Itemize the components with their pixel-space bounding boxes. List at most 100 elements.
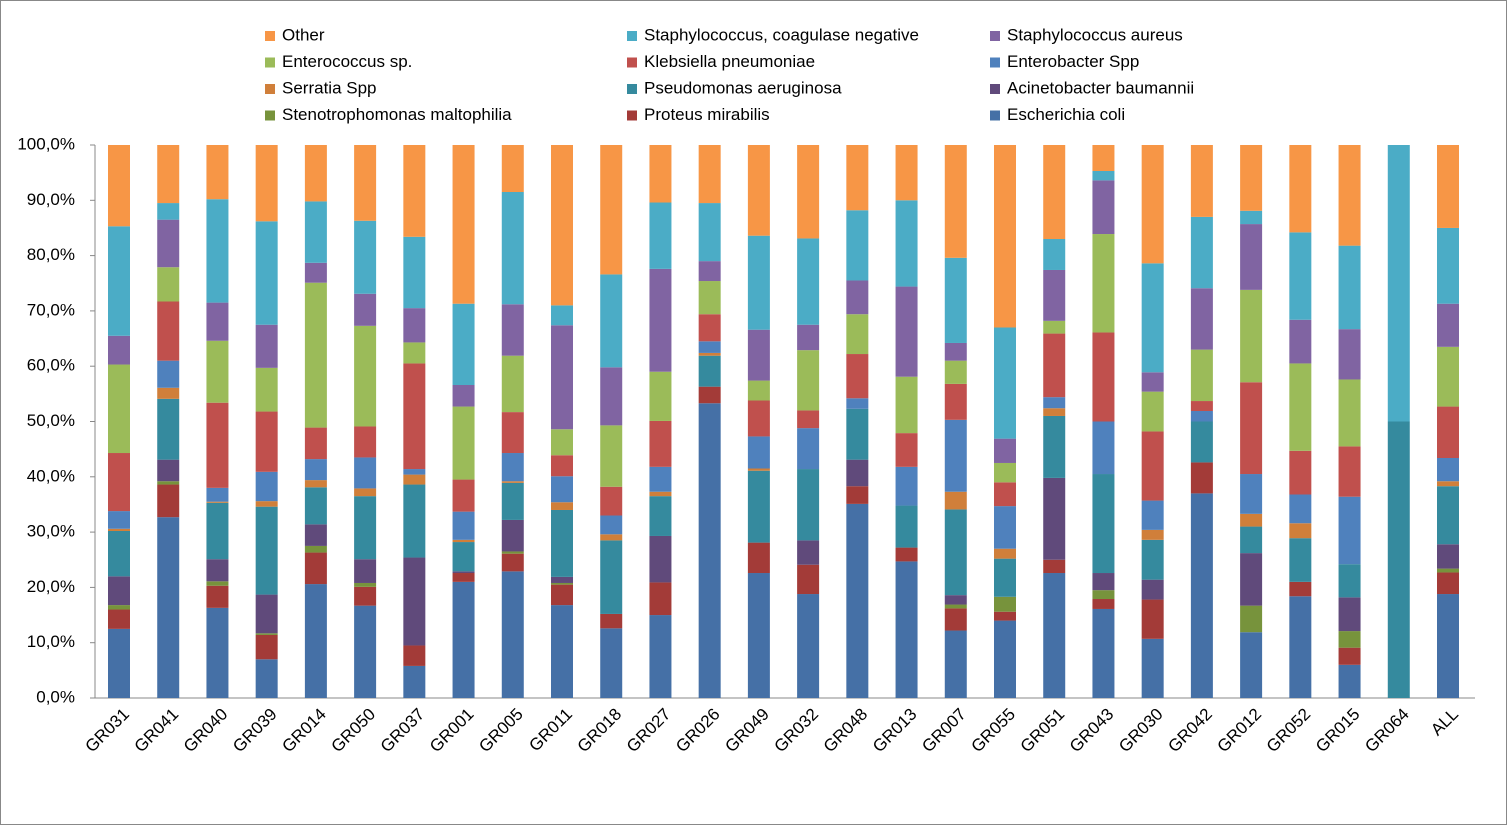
bar-segment <box>1437 406 1459 458</box>
bar-segment <box>108 226 130 336</box>
bar-segment <box>1043 145 1066 240</box>
bar-segment <box>304 584 327 698</box>
bar-segment <box>1092 170 1115 181</box>
bar-segment <box>551 305 573 326</box>
bar-segment <box>649 268 672 372</box>
bar-segment <box>206 487 229 502</box>
bar-segment <box>354 325 377 427</box>
bar-segment <box>747 400 770 437</box>
bar-segment <box>1141 579 1164 600</box>
bar-segment <box>255 471 278 502</box>
bar-segment <box>846 280 869 315</box>
bar-segment <box>501 551 524 554</box>
bar-segment <box>846 459 869 487</box>
bar-segment <box>304 480 327 488</box>
bar-segment <box>1289 319 1312 364</box>
bar-segment <box>108 605 130 610</box>
bar-segment <box>255 634 278 660</box>
bar-segment <box>1190 349 1213 402</box>
bar-segment <box>1437 572 1459 595</box>
bar-segment <box>1289 232 1312 320</box>
bar-segment <box>944 604 967 609</box>
bar-segment <box>797 238 820 325</box>
bar-segment <box>1092 332 1115 422</box>
bar-segment <box>551 476 573 503</box>
bar-segment <box>501 304 524 356</box>
bar-segment <box>797 410 820 429</box>
bar-segment <box>255 221 278 325</box>
y-tick-label: 80,0% <box>27 245 75 264</box>
bar-segment <box>1437 481 1459 487</box>
bar-segment <box>1043 477 1066 560</box>
bar-segment <box>1338 329 1361 380</box>
bar-segment <box>1092 234 1115 333</box>
bar-segment <box>206 145 229 200</box>
bar-segment <box>157 301 180 361</box>
bar-segment <box>108 145 130 227</box>
bar-segment <box>108 453 130 512</box>
bar-segment <box>1190 410 1213 422</box>
bar-segment <box>1289 596 1312 698</box>
bar-segment <box>1240 145 1263 211</box>
bar-segment <box>551 576 573 583</box>
bar-segment <box>304 545 327 553</box>
bar-segment <box>1092 474 1115 574</box>
bar-segment <box>403 484 426 558</box>
bar-segment <box>1190 462 1213 494</box>
bar-segment <box>1240 632 1263 698</box>
bar-segment <box>895 433 918 467</box>
bar-segment <box>1338 631 1361 648</box>
bar-segment <box>403 665 426 698</box>
bar-segment <box>1092 145 1115 171</box>
bar-segment <box>1240 553 1263 606</box>
legend-label: Staphylococcus aureus <box>1007 25 1183 44</box>
bar-segment <box>698 352 721 356</box>
bar-segment <box>551 582 573 585</box>
bar-segment <box>1141 529 1164 540</box>
bar-segment <box>206 402 229 488</box>
bar-segment <box>994 482 1016 507</box>
bar-segment <box>1240 513 1263 527</box>
bar-segment <box>747 235 770 330</box>
legend-label: Proteus mirabilis <box>644 105 770 124</box>
bar-segment <box>846 354 869 399</box>
y-tick-label: 20,0% <box>27 577 75 596</box>
bar-segment <box>600 534 623 541</box>
bar-segment <box>157 203 180 220</box>
bar-segment <box>255 411 278 472</box>
bar-segment <box>1240 382 1263 475</box>
legend-label: Stenotrophomonas maltophilia <box>282 105 512 124</box>
bar-segment <box>1190 421 1213 463</box>
bar-segment <box>354 559 377 583</box>
bar-segment <box>698 341 721 353</box>
legend-label: Staphylococcus, coagulase negative <box>644 25 919 44</box>
bar-segment <box>1043 408 1066 416</box>
y-tick-label: 10,0% <box>27 632 75 651</box>
bar-segment <box>895 466 918 506</box>
bar-segment <box>354 586 377 606</box>
bar-segment <box>1043 333 1066 398</box>
bar-segment <box>1387 145 1410 422</box>
bar-segment <box>1289 523 1312 539</box>
bar-segment <box>747 573 770 698</box>
bar-segment <box>157 517 180 698</box>
bar-segment <box>1289 538 1312 582</box>
bar-segment <box>157 219 180 268</box>
bar-segment <box>304 282 327 428</box>
legend-swatch <box>265 110 275 121</box>
bar-segment <box>157 398 180 460</box>
bar-segment <box>797 145 820 239</box>
bar-segment <box>1092 573 1115 591</box>
bar-segment <box>846 486 869 504</box>
bar-segment <box>1141 145 1164 264</box>
bar-segment <box>108 335 130 365</box>
bar-segment <box>994 611 1016 621</box>
bar-segment <box>1338 647 1361 665</box>
bar-segment <box>403 236 426 309</box>
bar-segment <box>1240 605 1263 633</box>
bar-segment <box>551 509 573 577</box>
bar-segment <box>255 594 278 634</box>
bar-segment <box>846 314 869 355</box>
bar-segment <box>797 428 820 470</box>
legend-swatch <box>265 84 275 94</box>
